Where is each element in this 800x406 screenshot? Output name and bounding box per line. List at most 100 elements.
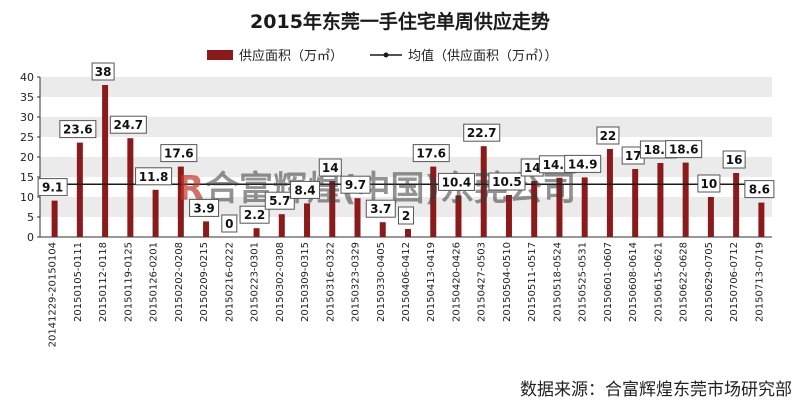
bar <box>329 181 336 237</box>
data-label: 10 <box>701 177 718 191</box>
bar <box>505 195 512 237</box>
data-label: 8.6 <box>749 183 770 197</box>
x-tick-label: 20150706-0712 <box>729 242 740 322</box>
y-tick-label: 5 <box>27 211 34 224</box>
x-tick-label: 20150202-0208 <box>174 242 185 322</box>
data-label: 14.9 <box>568 157 598 171</box>
bar <box>581 177 588 237</box>
data-label-box <box>318 158 342 177</box>
data-label-group: 11.8 <box>135 167 173 186</box>
data-label-group: 10.5 <box>488 172 526 191</box>
data-label: 23.6 <box>63 123 93 137</box>
data-label-group: 9.7 <box>340 175 371 194</box>
bar <box>127 138 134 237</box>
data-label-box <box>398 206 414 225</box>
legend: 供应面积（万㎡） 均值（供应面积（万㎡）） <box>207 48 558 64</box>
bar <box>405 229 411 237</box>
bar <box>480 146 487 237</box>
data-label-group: 9.1 <box>37 178 68 197</box>
data-label-box <box>744 180 775 199</box>
bar <box>51 200 58 237</box>
y-tick-label: 0 <box>27 231 34 244</box>
data-label-group: 3.9 <box>189 198 220 217</box>
x-tick-label: 20150119-0125 <box>123 242 134 322</box>
x-tick-label: 20150216-0222 <box>224 242 235 322</box>
legend-bar-swatch <box>207 50 233 60</box>
bar <box>430 166 437 237</box>
bar <box>177 166 184 237</box>
bar <box>304 203 311 237</box>
x-tick-label: 20150622-0628 <box>679 242 690 322</box>
x-tick-label: 20150209-0215 <box>199 242 210 322</box>
data-label: 0 <box>225 217 233 231</box>
data-label: 18.6 <box>669 143 699 157</box>
bar <box>354 198 361 237</box>
data-label-box <box>412 144 450 163</box>
data-label-box <box>264 191 295 210</box>
bars <box>51 85 765 237</box>
y-tick-label: 15 <box>20 171 34 184</box>
data-label-group: 14 <box>318 158 342 177</box>
bar <box>657 163 664 237</box>
data-label: 16 <box>726 153 743 167</box>
data-label-group: 2 <box>398 206 414 225</box>
data-label: 14 <box>322 161 339 175</box>
data-label-group: 8.6 <box>744 180 775 199</box>
data-label-box <box>59 120 97 139</box>
bar <box>102 85 109 237</box>
data-label-group: 22 <box>596 126 620 145</box>
data-label-box <box>697 174 721 193</box>
y-tick-label: 20 <box>20 151 34 164</box>
data-label-group: 18.6 <box>665 140 703 159</box>
bar <box>152 189 159 237</box>
data-label-group: 22.7 <box>463 123 501 142</box>
y-tick-label: 25 <box>20 131 34 144</box>
data-label-group: 23.6 <box>59 120 97 139</box>
x-tick-label: 20150112-0118 <box>98 242 109 322</box>
grid-band <box>40 77 772 97</box>
data-label: 17.6 <box>416 147 446 161</box>
bar <box>531 181 538 237</box>
data-label-box <box>290 180 321 199</box>
data-label: 17.6 <box>164 147 194 161</box>
data-label: 9.1 <box>42 181 63 195</box>
data-label-box <box>135 167 173 186</box>
bar <box>733 173 740 237</box>
x-tick-label: 20150302-0308 <box>275 242 286 322</box>
data-label-box <box>340 175 371 194</box>
x-tick-label: 20150420-0426 <box>451 242 462 322</box>
data-label-box <box>665 140 703 159</box>
x-tick-label: 20150525-0531 <box>578 242 589 322</box>
data-label-box <box>722 150 746 169</box>
data-label-group: 10 <box>697 174 721 193</box>
data-label-box <box>221 214 238 233</box>
data-labels: 9.1 23.6 38 24.7 11.8 17.6 3.9 0 2.2 5.7 8.4 14 9.7 3… <box>37 62 775 233</box>
bar <box>707 197 714 237</box>
data-label-box <box>37 178 68 197</box>
bar <box>278 214 285 237</box>
data-label-box <box>564 154 602 173</box>
data-label-box <box>109 115 147 134</box>
bar <box>253 228 260 237</box>
legend-bar-label: 供应面积（万㎡） <box>239 48 343 64</box>
data-label: 22.7 <box>467 126 497 140</box>
x-tick-label: 20150601-0607 <box>603 242 614 322</box>
data-label: 22 <box>600 129 617 143</box>
source-note: 数据来源：合富辉煌东莞市场研究部 <box>520 380 792 400</box>
data-label: 3.7 <box>370 202 391 216</box>
x-tick-label: 20150713-0719 <box>754 242 765 322</box>
data-label: 24.7 <box>114 118 144 132</box>
y-tick-label: 30 <box>20 111 34 124</box>
data-label: 8.4 <box>294 183 315 197</box>
data-label-group: 17.6 <box>160 144 198 163</box>
data-label: 2.2 <box>244 208 265 222</box>
bar <box>76 142 83 237</box>
x-tick-label: 20150223-0301 <box>250 242 261 322</box>
y-tick-label: 10 <box>20 191 34 204</box>
legend-line-label: 均值（供应面积（万㎡）） <box>408 48 558 64</box>
x-tick-label: 20150406-0412 <box>401 242 412 322</box>
data-label-box <box>160 144 198 163</box>
data-label-group: 16 <box>722 150 746 169</box>
